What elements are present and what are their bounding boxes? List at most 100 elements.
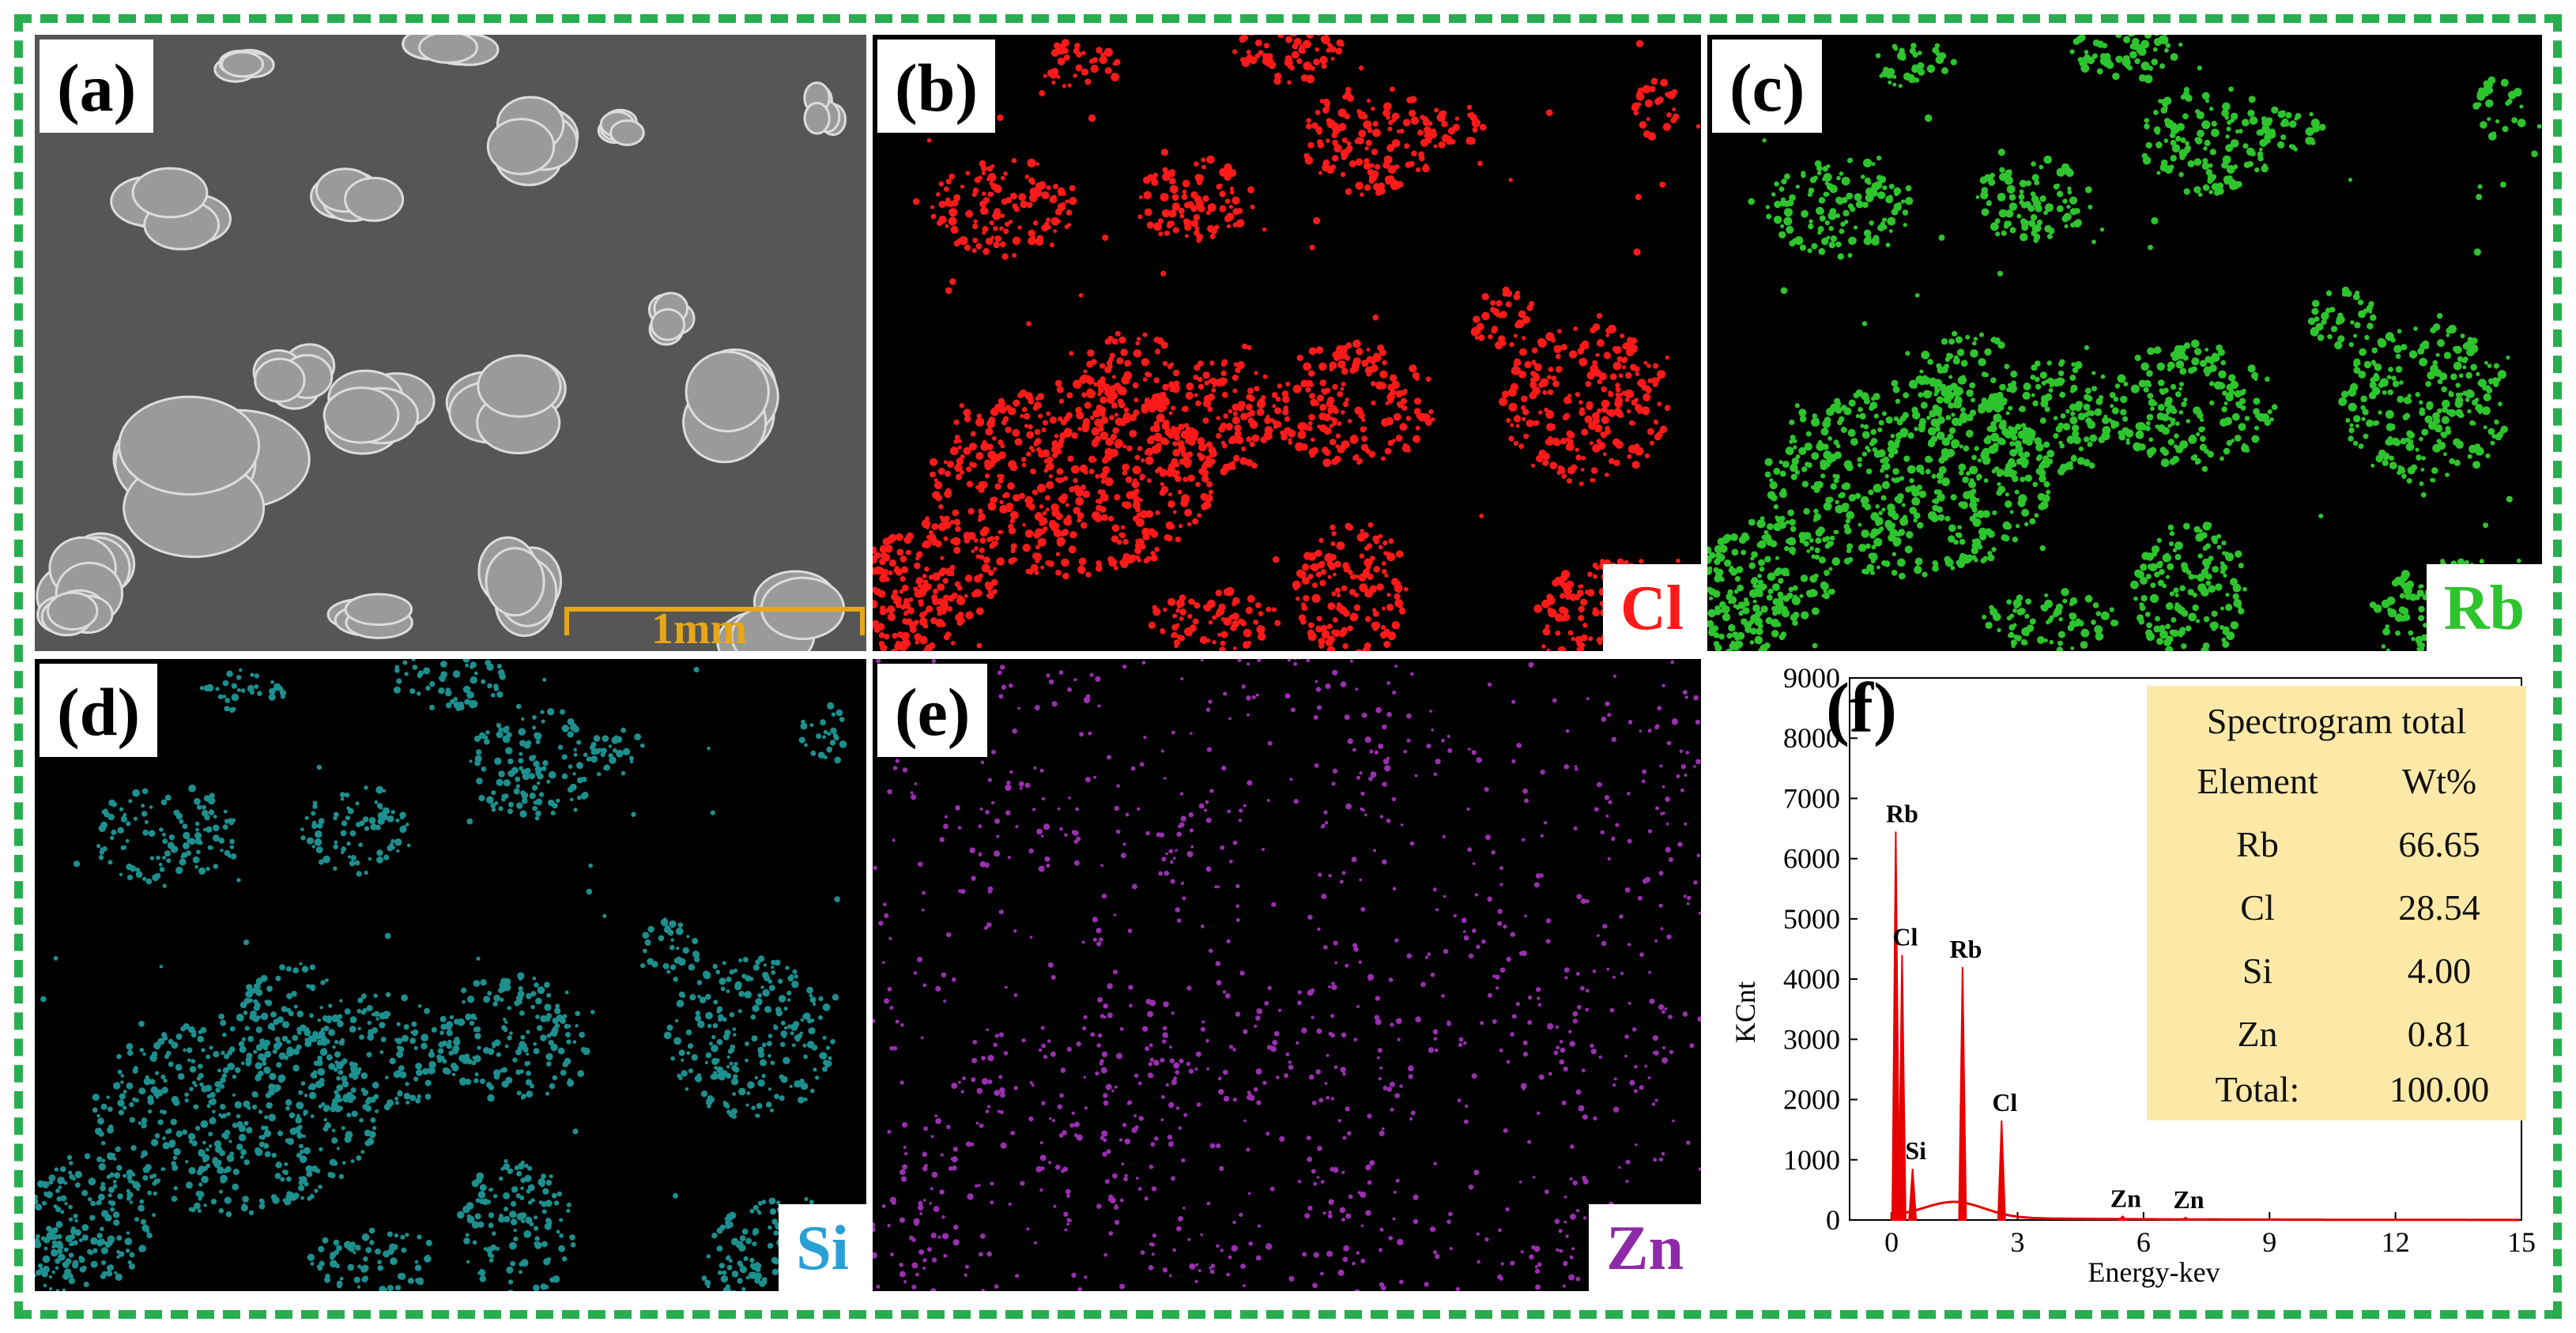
map-signal-dot <box>1973 512 1978 518</box>
map-signal-dot <box>1349 435 1359 444</box>
map-signal-dot <box>2046 489 2051 495</box>
map-signal-dot <box>2169 629 2175 635</box>
map-signal-dot <box>2353 333 2358 338</box>
map-signal-dot <box>1332 139 1338 146</box>
map-signal-dot <box>2222 641 2230 648</box>
map-signal-dot <box>2385 624 2389 629</box>
map-signal-dot <box>1007 482 1015 490</box>
map-signal-dot <box>2172 548 2178 553</box>
map-signal-dot <box>2055 603 2063 611</box>
map-signal-dot <box>201 1048 206 1052</box>
map-signal-dot <box>1491 326 1499 333</box>
map-signal-dot <box>1865 469 1872 474</box>
map-signal-dot <box>1995 413 2001 419</box>
map-signal-dot <box>1319 560 1326 567</box>
map-signal-dot <box>1223 588 1232 597</box>
map-signal-dot <box>1888 533 1895 542</box>
map-signal-dot <box>2163 96 2172 105</box>
map-signal-dot <box>2115 55 2123 63</box>
map-signal-dot <box>1354 454 1360 460</box>
map-signal-dot <box>1950 58 1957 66</box>
map-signal-dot <box>1202 417 1209 424</box>
map-signal-dot <box>2341 390 2349 398</box>
map-signal-dot <box>2046 377 2054 385</box>
map-signal-dot <box>1537 338 1547 348</box>
map-signal-dot <box>2195 533 2204 542</box>
map-signal-dot <box>2193 158 2202 166</box>
map-signal-dot <box>1438 141 1446 149</box>
map-signal-dot <box>1892 74 1897 79</box>
map-signal-dot <box>2363 360 2372 369</box>
map-signal-dot <box>1260 436 1268 443</box>
map-signal-dot <box>1795 454 1801 459</box>
map-signal-dot <box>2424 415 2433 424</box>
map-signal-dot <box>1892 468 1899 475</box>
map-signal-dot <box>2185 141 2189 146</box>
map-signal-dot <box>1111 375 1116 379</box>
map-signal-dot <box>1123 407 1130 412</box>
map-signal-dot <box>1756 627 1763 635</box>
map-signal-dot <box>1884 474 1889 479</box>
map-signal-dot <box>1892 386 1900 393</box>
map-signal-dot <box>1195 481 1201 488</box>
map-signal-dot <box>2231 439 2235 443</box>
map-signal-dot <box>1810 485 1815 490</box>
map-signal-dot <box>1882 185 1888 190</box>
map-signal-dot <box>1254 371 1258 375</box>
map-signal-dot <box>1858 407 1863 412</box>
map-signal-dot <box>2016 594 2023 601</box>
map-signal-dot <box>1234 424 1242 432</box>
map-signal-dot <box>1295 442 1303 451</box>
map-signal-dot <box>1948 338 1956 345</box>
map-signal-dot <box>1360 192 1364 198</box>
map-signal-dot <box>1578 409 1586 416</box>
map-signal-dot <box>2203 146 2208 151</box>
map-signal-dot <box>2207 173 2216 182</box>
map-signal-dot <box>2155 424 2159 429</box>
map-signal-dot <box>2008 469 2016 478</box>
map-signal-dot <box>2330 326 2338 333</box>
map-signal-dot <box>1071 432 1078 439</box>
map-signal-dot <box>2471 346 2476 351</box>
map-signal-dot <box>1002 493 1008 499</box>
map-signal-dot <box>1850 438 1858 446</box>
map-signal-dot <box>2271 404 2278 410</box>
map-signal-dot <box>2057 190 2064 198</box>
map-signal-dot <box>1342 401 1349 408</box>
map-signal-dot <box>2197 553 2203 559</box>
map-signal-dot <box>2096 68 2103 75</box>
map-signal-dot <box>1216 433 1222 439</box>
map-signal-dot <box>2293 147 2298 152</box>
map-signal-dot <box>1005 405 1012 411</box>
map-signal-dot <box>884 608 890 613</box>
map-signal-dot <box>1972 518 1982 527</box>
map-signal-dot <box>1480 123 1487 131</box>
map-signal-dot <box>1932 404 1940 412</box>
map-signal-dot <box>2164 400 2172 408</box>
map-signal-dot <box>1387 164 1397 174</box>
map-signal-dot <box>2094 408 2103 416</box>
map-signal-dot <box>1265 57 1274 66</box>
map-signal-dot <box>1162 360 1168 367</box>
map-signal-dot <box>899 589 904 594</box>
map-signal-dot <box>2359 348 2367 356</box>
map-signal-dot <box>1634 404 1643 412</box>
map-signal-dot <box>980 480 988 489</box>
map-signal-dot <box>1643 393 1651 401</box>
map-signal-dot <box>2033 199 2042 208</box>
map-signal-dot <box>980 442 990 451</box>
map-signal-dot <box>1272 404 1277 409</box>
map-signal-dot <box>2353 415 2361 423</box>
map-signal-dot <box>341 1126 345 1131</box>
map-signal-dot <box>2185 145 2191 152</box>
map-signal-dot <box>1566 580 1575 589</box>
map-signal-dot <box>1161 396 1169 404</box>
map-signal-dot <box>1474 316 1480 322</box>
map-signal-dot <box>1026 431 1035 439</box>
map-signal-dot <box>2153 126 2161 134</box>
map-signal-dot <box>990 496 997 503</box>
map-signal-dot <box>2475 397 2480 402</box>
map-signal-dot <box>1553 345 1562 353</box>
map-signal-dot <box>1803 508 1810 515</box>
map-signal-dot <box>2096 40 2104 48</box>
